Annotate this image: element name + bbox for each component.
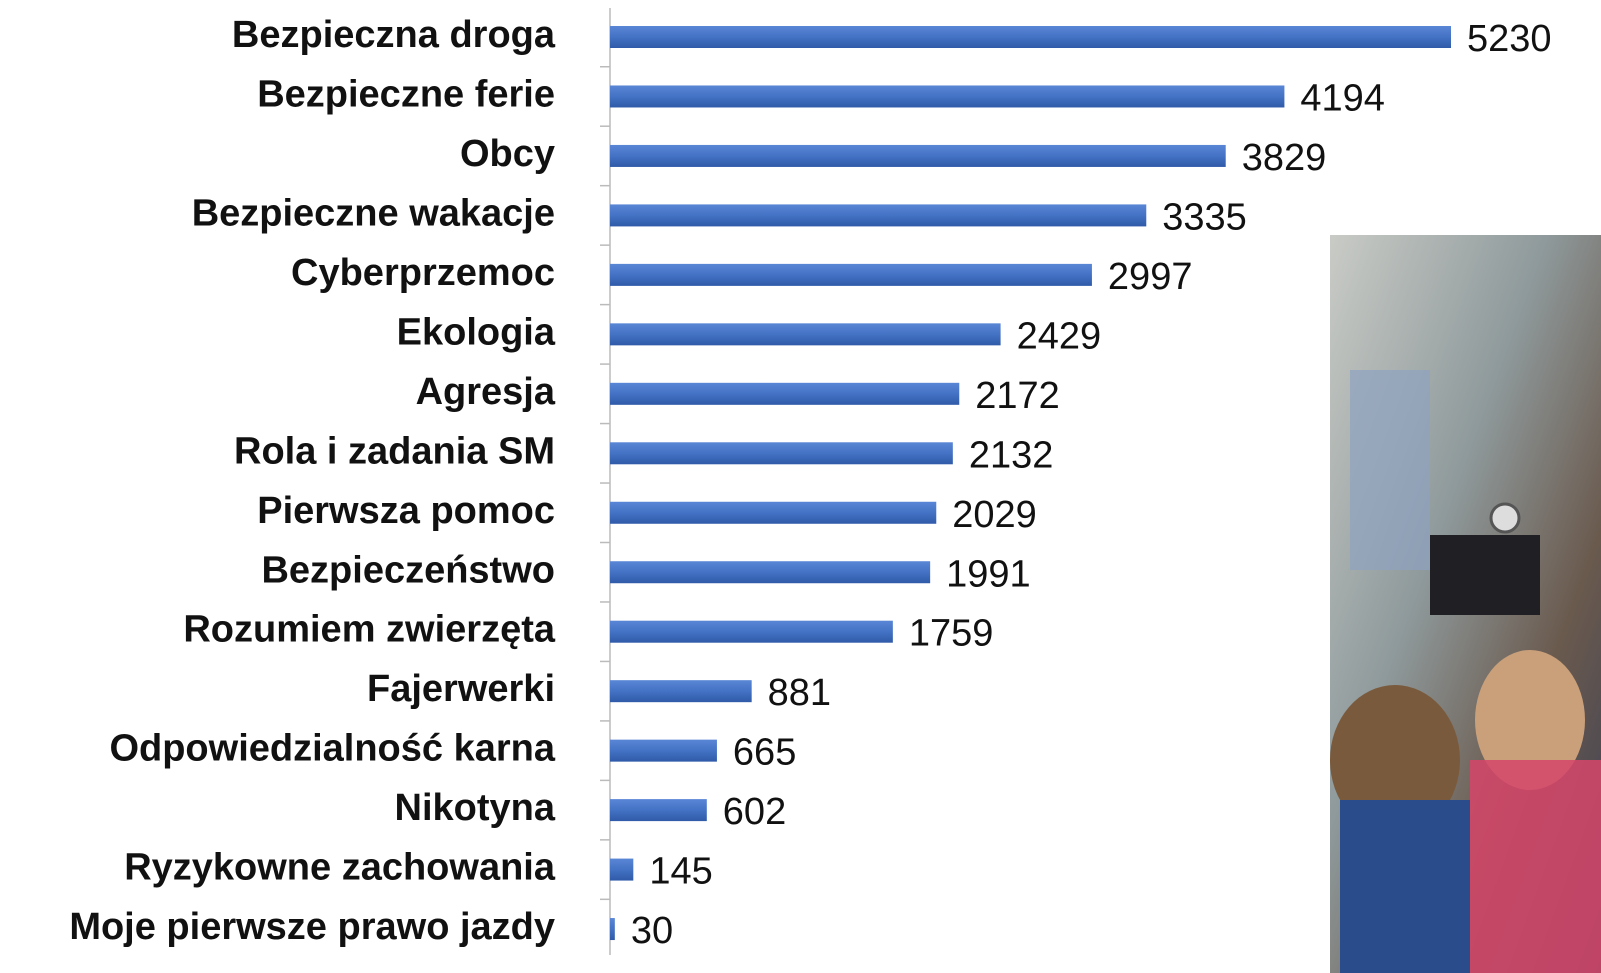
value-label: 881	[768, 672, 831, 714]
bar	[610, 26, 1451, 48]
value-label: 1759	[909, 613, 994, 655]
category-label: Cyberprzemoc	[291, 252, 555, 294]
value-label: 3829	[1242, 137, 1327, 179]
value-label: 5230	[1467, 18, 1552, 60]
category-label: Bezpieczna droga	[232, 14, 556, 56]
category-label: Rozumiem zwierzęta	[183, 609, 556, 651]
category-label: Nikotyna	[395, 787, 556, 829]
category-label: Odpowiedzialność karna	[109, 728, 555, 770]
bar	[610, 264, 1092, 286]
value-label: 4194	[1300, 78, 1385, 120]
chart: Bezpieczna droga 5230 Bezpieczne ferie 4194…	[0, 0, 1601, 973]
category-label: Ekologia	[397, 311, 556, 353]
value-label: 665	[733, 732, 796, 774]
category-label: Bezpieczne ferie	[257, 74, 555, 116]
value-label: 145	[649, 851, 712, 893]
category-label: Agresja	[416, 371, 556, 413]
value-label: 2132	[969, 434, 1054, 476]
category-label: Obcy	[460, 133, 555, 175]
category-label: Moje pierwsze prawo jazdy	[69, 906, 555, 948]
bar	[610, 859, 633, 881]
bar	[610, 204, 1146, 226]
value-label: 3335	[1162, 196, 1247, 238]
value-label: 2029	[952, 494, 1037, 536]
value-label: 2429	[1017, 315, 1102, 357]
category-label: Ryzykowne zachowania	[124, 847, 556, 889]
value-label: 2172	[975, 375, 1060, 417]
bar	[610, 680, 752, 702]
category-label: Fajerwerki	[367, 668, 555, 710]
bar	[610, 918, 615, 940]
photo	[1330, 235, 1601, 973]
bar	[610, 799, 707, 821]
value-label: 1991	[946, 553, 1031, 595]
bar	[610, 442, 953, 464]
category-label: Bezpieczne wakacje	[192, 192, 555, 234]
bar	[610, 621, 893, 643]
value-label: 602	[723, 791, 786, 833]
category-label: Bezpieczeństwo	[261, 549, 555, 591]
bar	[610, 85, 1284, 107]
bar	[610, 502, 936, 524]
value-label: 2997	[1108, 256, 1193, 298]
category-label: Pierwsza pomoc	[257, 490, 555, 532]
bar	[610, 323, 1001, 345]
value-label: 30	[631, 910, 673, 952]
bar	[610, 740, 717, 762]
category-label: Rola i zadania SM	[234, 430, 555, 472]
bar	[610, 383, 959, 405]
bar	[610, 561, 930, 583]
bar	[610, 145, 1226, 167]
